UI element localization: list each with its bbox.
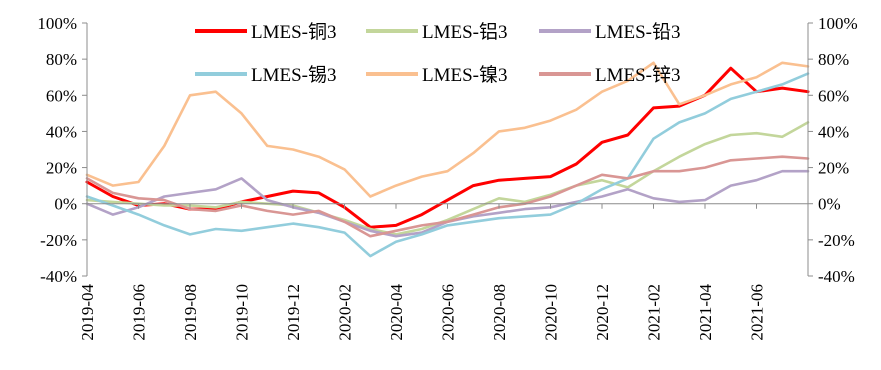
y-tick-label-left: 20% — [46, 159, 77, 178]
series-line-3 — [85, 72, 810, 258]
y-tick-label-left: -20% — [40, 231, 77, 250]
series-layer — [85, 61, 810, 258]
x-tick-label: 2020-04 — [387, 284, 406, 341]
y-tick-label-left: 80% — [46, 50, 77, 69]
legend-label-0: LMES-铜3 — [251, 21, 337, 43]
y-tick-label-right: 0% — [818, 195, 841, 214]
legend-label-2: LMES-铅3 — [595, 21, 681, 43]
series-line-1 — [85, 121, 810, 236]
x-tick-label: 2021-04 — [696, 284, 715, 341]
legend-label-3: LMES-锡3 — [251, 64, 337, 86]
legend-label-5: LMES-锌3 — [595, 64, 681, 86]
y-tick-label-left: 100% — [37, 14, 77, 33]
y-tick-label-left: 40% — [46, 122, 77, 141]
y-tick-label-left: -40% — [40, 267, 77, 286]
series-line-4 — [85, 61, 810, 198]
y-tick-label-right: 20% — [818, 159, 849, 178]
y-tick-label-right: 40% — [818, 122, 849, 141]
x-tick-label: 2019-06 — [130, 284, 149, 341]
x-tick-label: 2020-02 — [336, 284, 355, 341]
x-tick-label: 2021-06 — [748, 284, 767, 341]
y-tick-label-right: 60% — [818, 86, 849, 105]
x-tick-label: 2020-06 — [439, 284, 458, 341]
x-tick-label: 2019-04 — [78, 284, 97, 341]
y-tick-label-left: 60% — [46, 86, 77, 105]
y-tick-label-right: -40% — [818, 267, 855, 286]
legend-label-4: LMES-镍3 — [422, 64, 508, 86]
legend-label-1: LMES-铝3 — [422, 21, 508, 43]
x-tick-label: 2020-08 — [490, 284, 509, 341]
y-tick-label-left: 0% — [54, 195, 77, 214]
axes-layer: -40% -40% -20% -20% 0% 0% 20% 20% 40% 40% 60% 60% 80… — [37, 14, 857, 341]
y-tick-label-right: 80% — [818, 50, 849, 69]
x-tick-label: 2019-08 — [181, 284, 200, 341]
y-tick-label-right: 100% — [818, 14, 858, 33]
x-tick-label: 2019-12 — [284, 284, 303, 341]
legend: LMES-铜3 LMES-铝3 LMES-铅3 LMES-锡3 LMES-镍3 LMES-… — [195, 21, 681, 86]
series-line-5 — [85, 155, 810, 238]
x-tick-label: 2021-02 — [645, 284, 664, 341]
x-tick-label: 2020-12 — [593, 284, 612, 341]
x-tick-label: 2019-10 — [233, 284, 252, 341]
x-tick-label: 2020-10 — [542, 284, 561, 341]
y-tick-label-right: -20% — [818, 231, 855, 250]
